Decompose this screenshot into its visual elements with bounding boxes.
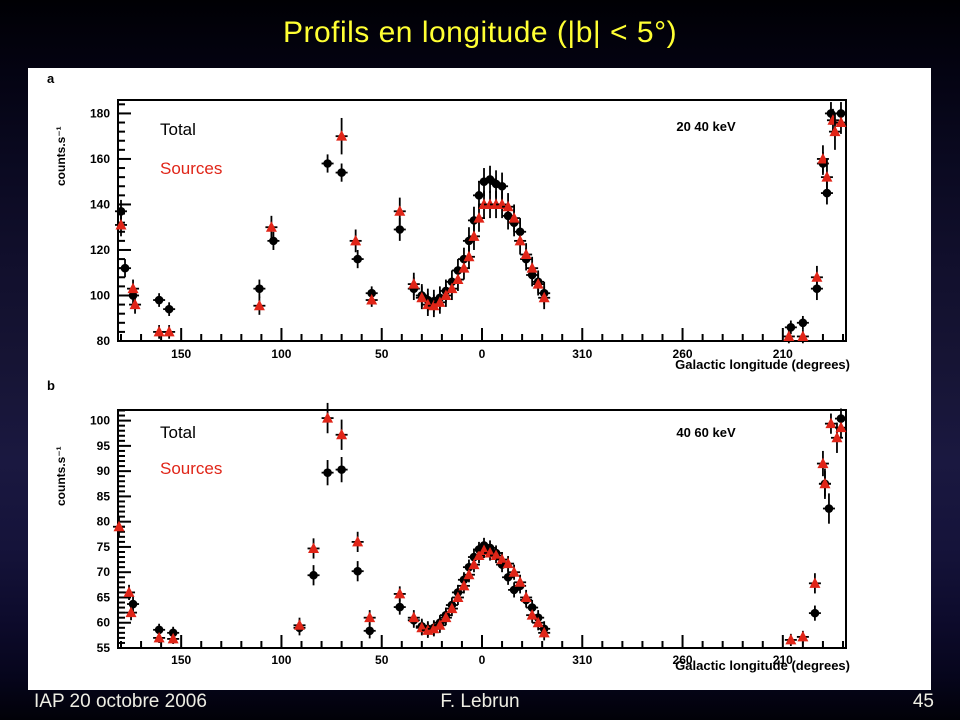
svg-text:100: 100 [90,414,110,428]
svg-text:75: 75 [97,540,111,554]
svg-text:Sources: Sources [160,159,222,178]
svg-text:80: 80 [97,334,111,348]
svg-text:0: 0 [479,653,486,667]
svg-text:65: 65 [97,590,111,604]
svg-text:210: 210 [773,347,793,361]
svg-text:180: 180 [90,106,110,120]
svg-text:Galactic longitude (degrees): Galactic longitude (degrees) [675,357,850,372]
svg-text:0: 0 [479,347,486,361]
svg-text:150: 150 [171,653,191,667]
svg-text:40 60 keV: 40 60 keV [676,425,736,440]
svg-text:210: 210 [773,653,793,667]
panel-b-chart: 55 60 65 70 75 80 85 90 95 100 150 100 50 0 310 260 210 T… [47,378,850,673]
footer-author: F. Lebrun [440,691,520,712]
svg-text:100: 100 [90,288,110,302]
svg-text:260: 260 [673,347,693,361]
svg-text:90: 90 [97,464,111,478]
svg-text:310: 310 [572,347,592,361]
svg-text:Sources: Sources [160,459,222,478]
svg-text:85: 85 [97,489,111,503]
svg-text:50: 50 [375,653,389,667]
slide-footer: IAP 20 octobre 2006 F. Lebrun 45 [0,690,960,720]
svg-text:310: 310 [572,653,592,667]
svg-text:counts.s⁻¹: counts.s⁻¹ [54,126,68,186]
svg-text:20 40 keV: 20 40 keV [676,119,736,134]
svg-text:counts.s⁻¹: counts.s⁻¹ [54,446,68,506]
footer-page-number: 45 [912,691,934,712]
svg-text:Galactic longitude (degrees): Galactic longitude (degrees) [675,658,850,673]
svg-text:140: 140 [90,197,110,211]
svg-text:160: 160 [90,152,110,166]
svg-text:120: 120 [90,243,110,257]
slide-title: Profils en longitude (|b| < 5°) [282,16,678,49]
panel-a-chart: 80 100 120 140 160 180 150 100 50 0 310 260 210 Total… [47,71,850,372]
svg-text:b: b [47,378,55,393]
svg-text:60: 60 [97,616,111,630]
svg-text:55: 55 [97,641,111,655]
svg-text:50: 50 [375,347,389,361]
footer-date: IAP 20 octobre 2006 [34,691,207,712]
svg-text:Total: Total [160,423,196,442]
svg-text:Total: Total [160,120,196,139]
svg-text:80: 80 [97,515,111,529]
svg-text:100: 100 [271,653,291,667]
svg-text:70: 70 [97,565,111,579]
figure-panel: 80 100 120 140 160 180 150 100 50 0 310 260 210 Total… [28,68,931,690]
svg-text:a: a [47,71,55,86]
svg-text:150: 150 [171,347,191,361]
svg-text:100: 100 [271,347,291,361]
svg-text:260: 260 [673,653,693,667]
svg-text:95: 95 [97,439,111,453]
